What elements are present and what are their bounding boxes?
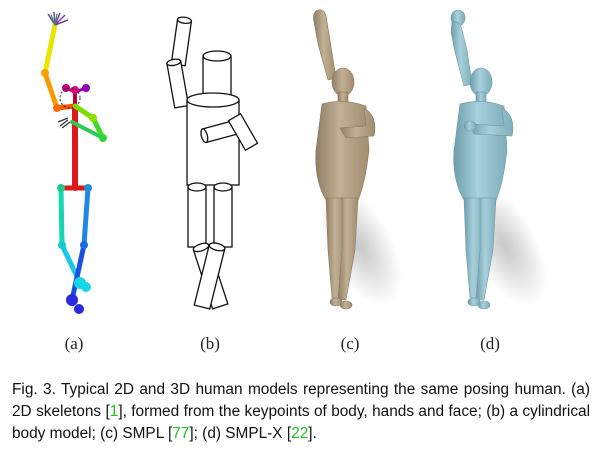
caption-text: ]; (d) SMPL-X [	[189, 425, 292, 442]
panel-label-c: (c)	[340, 334, 360, 353]
panel-label-b: (b)	[200, 334, 220, 353]
figure-panels	[41, 9, 547, 314]
skeleton-2d	[41, 11, 107, 314]
panel-label-d: (d)	[480, 334, 500, 353]
caption-text: ].	[308, 425, 317, 442]
figure-caption: Fig. 3. Typical 2D and 3D human models r…	[12, 379, 590, 445]
caption-text: ], formed from the keypoints of body, ha…	[12, 403, 590, 442]
citation-link[interactable]: 77	[172, 425, 190, 442]
cylinder-model	[166, 16, 259, 310]
smplx-body	[450, 9, 547, 310]
panel-label-a: (a)	[64, 334, 84, 353]
caption-text: Fig. 3. Typical 2D and 3D human models r…	[12, 381, 590, 420]
citation-link[interactable]: 1	[109, 403, 119, 420]
smpl-body	[313, 9, 402, 310]
citation-link[interactable]: 22	[291, 425, 309, 442]
